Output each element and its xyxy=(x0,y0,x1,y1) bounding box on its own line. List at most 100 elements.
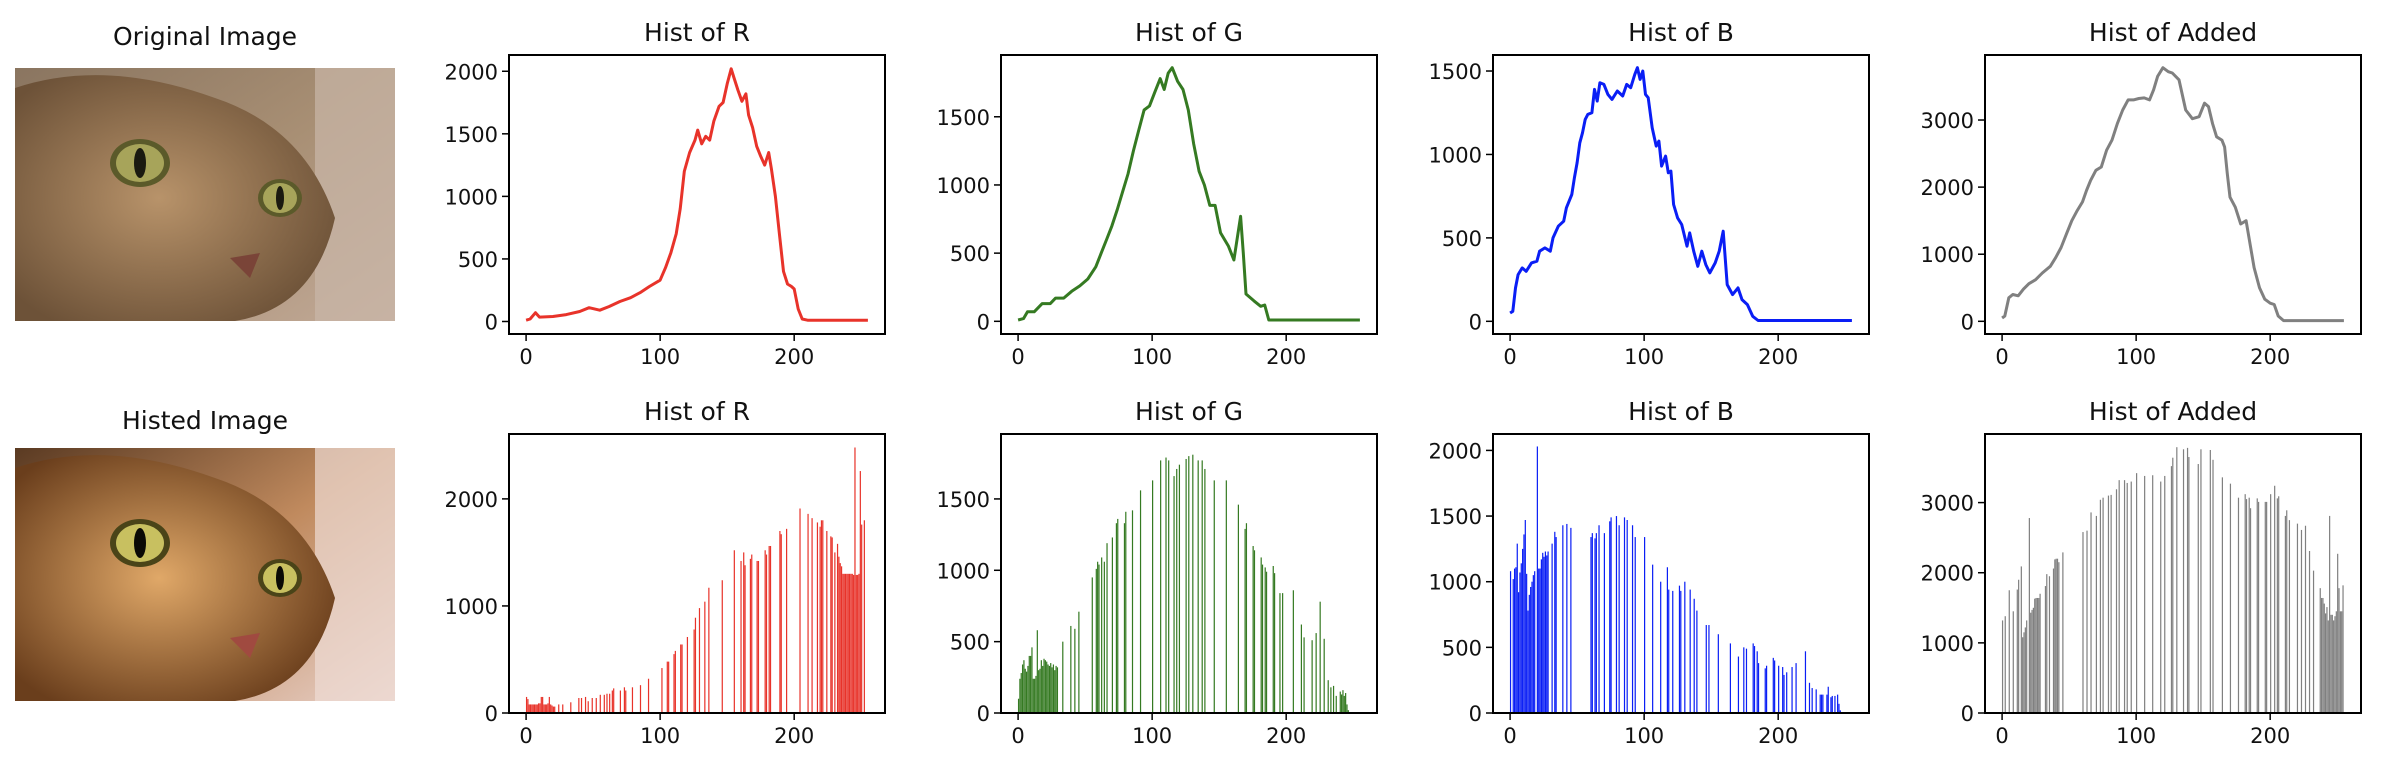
histogram-bar xyxy=(1272,566,1274,713)
histogram-bar xyxy=(1668,589,1670,713)
histogram-bar xyxy=(2136,473,2138,713)
histogram-bar xyxy=(639,685,642,713)
histogram-bar xyxy=(1050,663,1052,713)
histogram-bar xyxy=(2229,483,2232,713)
histogram-bar xyxy=(1618,525,1620,713)
histogram-bar xyxy=(1743,647,1745,713)
axes-frame xyxy=(1492,433,1870,714)
histogram-bar xyxy=(1282,593,1284,713)
histogram-bar xyxy=(606,693,608,713)
histogram-bar xyxy=(2319,588,2321,713)
histogram-bar xyxy=(1526,573,1528,713)
histogram-bar xyxy=(1279,593,1281,713)
histogram-bar xyxy=(2209,449,2211,713)
y-tick-label: 500 xyxy=(1442,227,1482,251)
histogram-bar xyxy=(1046,661,1048,713)
histogram-bar xyxy=(2039,593,2041,713)
histogram-bar xyxy=(780,534,782,713)
histogram-bar xyxy=(757,560,760,713)
histogram-bar xyxy=(2001,620,2004,713)
histogram-bar xyxy=(2032,607,2034,713)
histogram-bar xyxy=(1056,667,1059,713)
histogram-bar xyxy=(1543,556,1545,713)
histogram-bar xyxy=(1554,531,1556,713)
histogram-bar xyxy=(1834,695,1836,713)
histogram-bar xyxy=(539,703,541,713)
histogram-bar xyxy=(552,706,554,713)
histogram-bar xyxy=(1540,559,1542,713)
histogram-bar xyxy=(2035,597,2037,713)
histogram-bar xyxy=(2212,459,2214,713)
histogram-bar xyxy=(1531,581,1533,713)
histogram-bar xyxy=(751,554,753,713)
histogram-bar xyxy=(1188,456,1190,713)
histogram-bar xyxy=(1021,664,1024,713)
histogram-bar xyxy=(1737,656,1740,713)
axes-frame xyxy=(508,433,886,714)
histogram-bar xyxy=(1339,691,1341,713)
x-tick-label: 200 xyxy=(1266,345,1306,369)
histogram-bar xyxy=(538,703,540,713)
axes-frame xyxy=(508,54,886,335)
histogram-bar xyxy=(1125,511,1127,713)
histogram-bar xyxy=(2107,495,2110,713)
histogram-bar xyxy=(532,704,534,713)
histogram-bar xyxy=(2288,520,2291,713)
histogram-bar xyxy=(1519,572,1521,713)
histogram-bar xyxy=(831,537,833,713)
histogram-bar xyxy=(2144,475,2146,713)
subplot-title: Hist of G xyxy=(1135,18,1243,47)
histogram-bar xyxy=(2170,466,2173,713)
histogram-bar xyxy=(863,520,865,713)
histogram-bar xyxy=(1261,564,1264,713)
histogram-bar xyxy=(1811,688,1813,713)
histogram-bar xyxy=(2182,449,2185,713)
histogram-bar xyxy=(1757,663,1760,713)
histogram-bar xyxy=(1666,567,1668,713)
histogram-bar xyxy=(847,573,849,713)
histogram-bar xyxy=(820,520,823,713)
histogram-bar xyxy=(1178,464,1181,713)
histogram-bar xyxy=(2164,475,2166,713)
histogram-bar xyxy=(1346,704,1348,713)
histogram-bar xyxy=(1051,667,1053,713)
histogram-bar xyxy=(2334,616,2336,713)
histogram-bar xyxy=(580,698,583,713)
histogram-bar xyxy=(1035,675,1037,713)
y-tick-label: 3000 xyxy=(1921,109,1974,133)
histogram-bar xyxy=(2339,611,2341,713)
subplot-title: Hist of B xyxy=(1628,18,1734,47)
axes-frame xyxy=(1984,54,2362,335)
histogram-bar xyxy=(1039,668,1041,713)
histogram-bar xyxy=(1044,660,1046,713)
histogram-bar xyxy=(1752,643,1754,713)
histogram-bar xyxy=(2048,576,2051,713)
histogram-bar xyxy=(1315,633,1317,713)
x-tick-label: 0 xyxy=(1995,345,2008,369)
x-tick-label: 0 xyxy=(1503,345,1516,369)
x-tick-label: 0 xyxy=(1011,724,1024,748)
histogram-bar xyxy=(861,524,863,713)
subplot-title: Hist of G xyxy=(1135,397,1243,426)
histogram-bar xyxy=(1786,672,1788,713)
histogram-bar xyxy=(694,617,697,713)
histogram-bar xyxy=(2082,532,2084,713)
histogram-bar xyxy=(1341,694,1343,713)
histogram-bar xyxy=(527,699,529,713)
histogram-bar xyxy=(2320,597,2323,713)
histogram-bar xyxy=(2022,637,2024,713)
histogram-bar xyxy=(2046,574,2048,713)
y-tick-label: 0 xyxy=(485,310,498,334)
y-tick-label: 500 xyxy=(950,242,990,266)
histogram-bar xyxy=(2331,614,2333,713)
axes-frame xyxy=(1000,54,1378,335)
x-tick-label: 200 xyxy=(1758,345,1798,369)
histogram-bar xyxy=(1839,710,1841,713)
histogram-line xyxy=(1509,66,1852,322)
histogram-bar xyxy=(1822,694,1824,713)
histogram-bar xyxy=(1544,551,1547,713)
histogram-bar xyxy=(1820,694,1823,713)
histogram-bar xyxy=(1830,697,1832,713)
histogram-bar xyxy=(1594,538,1596,713)
